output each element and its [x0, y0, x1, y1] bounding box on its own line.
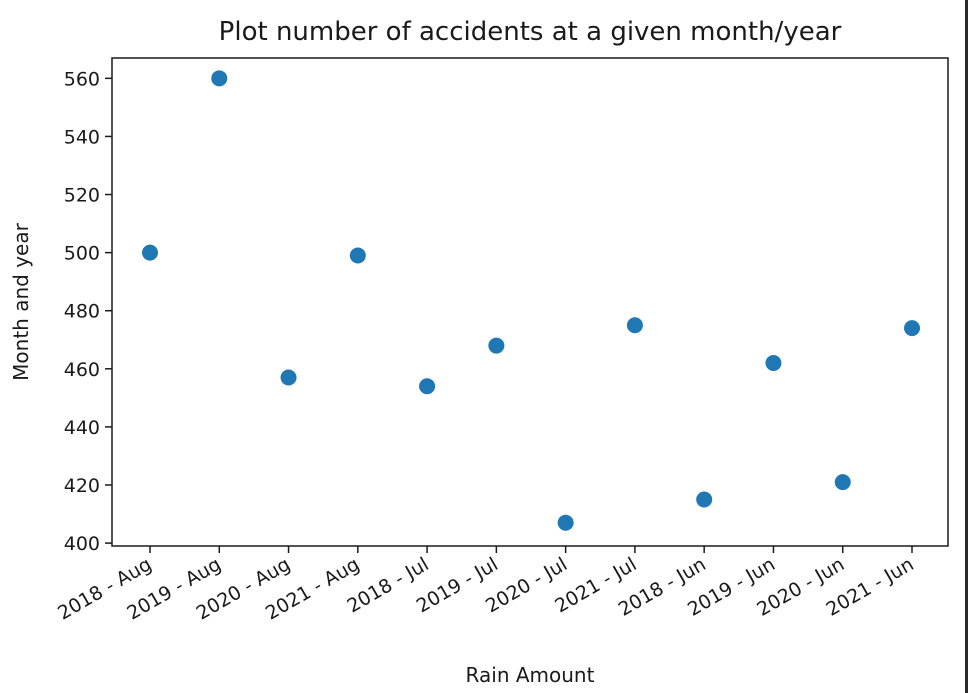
scatter-point [834, 474, 851, 491]
y-tick-label: 460 [64, 359, 100, 381]
scatter-point [211, 70, 228, 87]
y-tick-label: 560 [64, 68, 100, 90]
y-axis-label: Month and year [9, 222, 33, 380]
y-tick-label: 440 [64, 417, 100, 439]
scatter-point [904, 320, 920, 337]
x-axis-label: Rain Amount [466, 663, 595, 687]
window-edge [965, 0, 968, 693]
chart-title: Plot number of accidents at a given mont… [219, 17, 842, 47]
scatter-points [142, 70, 920, 531]
scatter-point [488, 337, 505, 354]
scatter-point [419, 378, 436, 395]
scatter-point [142, 244, 158, 261]
scatter-point [626, 317, 643, 334]
y-axis-ticks: 400 420 440 460 480 500 520 540 560 [64, 68, 112, 555]
y-tick-label: 400 [64, 533, 100, 555]
scatter-point [349, 247, 366, 264]
scatter-point [696, 491, 713, 508]
scatter-point [765, 355, 782, 371]
scatter-point [280, 369, 297, 386]
scatter-point [557, 514, 574, 531]
y-tick-label: 500 [64, 243, 100, 265]
y-tick-label: 540 [64, 126, 100, 148]
y-tick-label: 420 [64, 475, 100, 497]
plot-frame [111, 57, 949, 547]
y-tick-label: 480 [64, 301, 100, 323]
y-tick-label: 520 [64, 185, 100, 207]
